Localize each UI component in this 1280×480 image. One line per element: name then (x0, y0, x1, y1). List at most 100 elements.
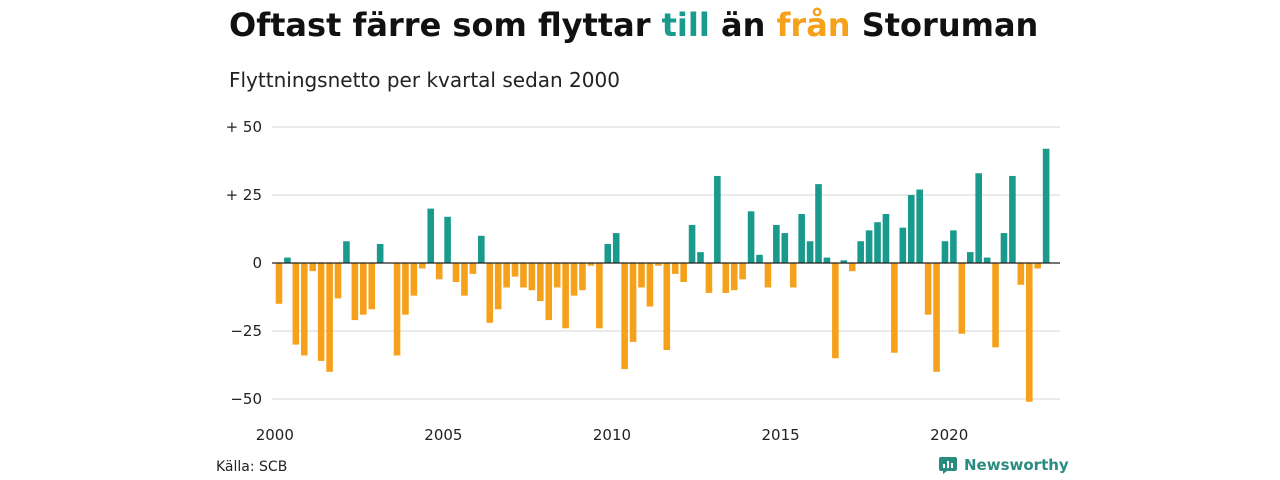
bar (478, 235, 485, 263)
bar (596, 263, 603, 329)
bar (933, 263, 940, 372)
bar (309, 263, 317, 272)
bar (410, 263, 418, 296)
bar (503, 263, 510, 288)
bar (520, 263, 527, 288)
bar (823, 257, 831, 263)
bar (292, 263, 300, 345)
y-tick-label: + 25 (226, 186, 262, 204)
newsworthy-logo-icon (939, 457, 957, 474)
bar (688, 224, 696, 263)
bar (789, 263, 797, 288)
bar (655, 263, 662, 266)
chart-title: Oftast färre som flyttar till än från St… (229, 6, 1038, 44)
bar (376, 243, 384, 263)
bar (579, 263, 586, 291)
x-tick-label: 2020 (930, 426, 968, 444)
bar (1025, 263, 1033, 402)
bar (773, 224, 780, 263)
bar (815, 184, 822, 263)
bar (284, 257, 291, 263)
bar (882, 214, 890, 263)
y-tick-label: −25 (230, 322, 262, 340)
bar (511, 263, 519, 277)
bar (612, 233, 620, 263)
bar (486, 263, 494, 323)
bar (570, 263, 578, 296)
bar (621, 263, 628, 370)
bar (730, 263, 738, 291)
bar (343, 241, 350, 263)
bar (722, 263, 730, 293)
bar (874, 222, 881, 263)
bar (275, 263, 283, 304)
brand-logo: Newsworthy (938, 455, 1069, 475)
bar (629, 263, 637, 342)
bar (992, 263, 999, 348)
source-note: Källa: SCB (216, 459, 288, 475)
bar (1000, 233, 1008, 263)
x-tick-label: 2005 (424, 426, 462, 444)
bar (494, 263, 502, 310)
bar (840, 260, 848, 263)
bar (537, 263, 544, 302)
y-tick-label: 0 (252, 254, 262, 272)
bar (705, 263, 713, 293)
bar (545, 263, 553, 321)
bar (680, 263, 687, 283)
bar (452, 263, 460, 283)
bar (958, 263, 966, 334)
bar (697, 252, 704, 263)
bar (334, 263, 342, 299)
bar (891, 263, 898, 353)
bar (916, 189, 923, 263)
x-tick-label: 2015 (761, 426, 799, 444)
bar (663, 263, 671, 351)
bar (1017, 263, 1025, 285)
bar (1009, 175, 1016, 263)
bar (435, 263, 443, 280)
bar (941, 241, 949, 263)
bar (604, 243, 612, 263)
bar (756, 254, 763, 263)
bar (360, 263, 367, 315)
bar (899, 227, 907, 263)
bar (317, 263, 325, 361)
bar (393, 263, 401, 356)
bar (419, 263, 426, 269)
bar (469, 263, 477, 274)
title-part1: Oftast färre som flyttar (229, 6, 662, 44)
bar (300, 263, 308, 356)
bar (714, 175, 721, 263)
bar (402, 263, 409, 315)
bar (646, 263, 654, 307)
x-tick-label: 2000 (256, 426, 294, 444)
title-part3: Storuman (850, 6, 1039, 44)
bar (351, 263, 359, 321)
bar (528, 263, 536, 291)
chart-subtitle: Flyttningsnetto per kvartal sedan 2000 (229, 68, 620, 92)
bar (924, 263, 932, 315)
bar (368, 263, 376, 310)
bar (1034, 263, 1041, 269)
bar (832, 263, 839, 359)
bar (553, 263, 561, 288)
y-tick-label: + 50 (226, 118, 262, 136)
bar (1042, 148, 1050, 263)
title-word-till: till (661, 6, 710, 44)
y-tick-label: −50 (230, 390, 262, 408)
bar (798, 214, 805, 263)
bar (326, 263, 333, 372)
bar (739, 263, 746, 280)
bar (966, 252, 974, 263)
bar (444, 216, 451, 263)
title-part2: än (709, 6, 777, 44)
bar (865, 230, 873, 263)
bar (764, 263, 772, 288)
title-word-fran: från (776, 6, 851, 44)
bar (975, 173, 982, 263)
bar (907, 195, 915, 263)
bar (806, 241, 814, 263)
bar (857, 241, 864, 263)
